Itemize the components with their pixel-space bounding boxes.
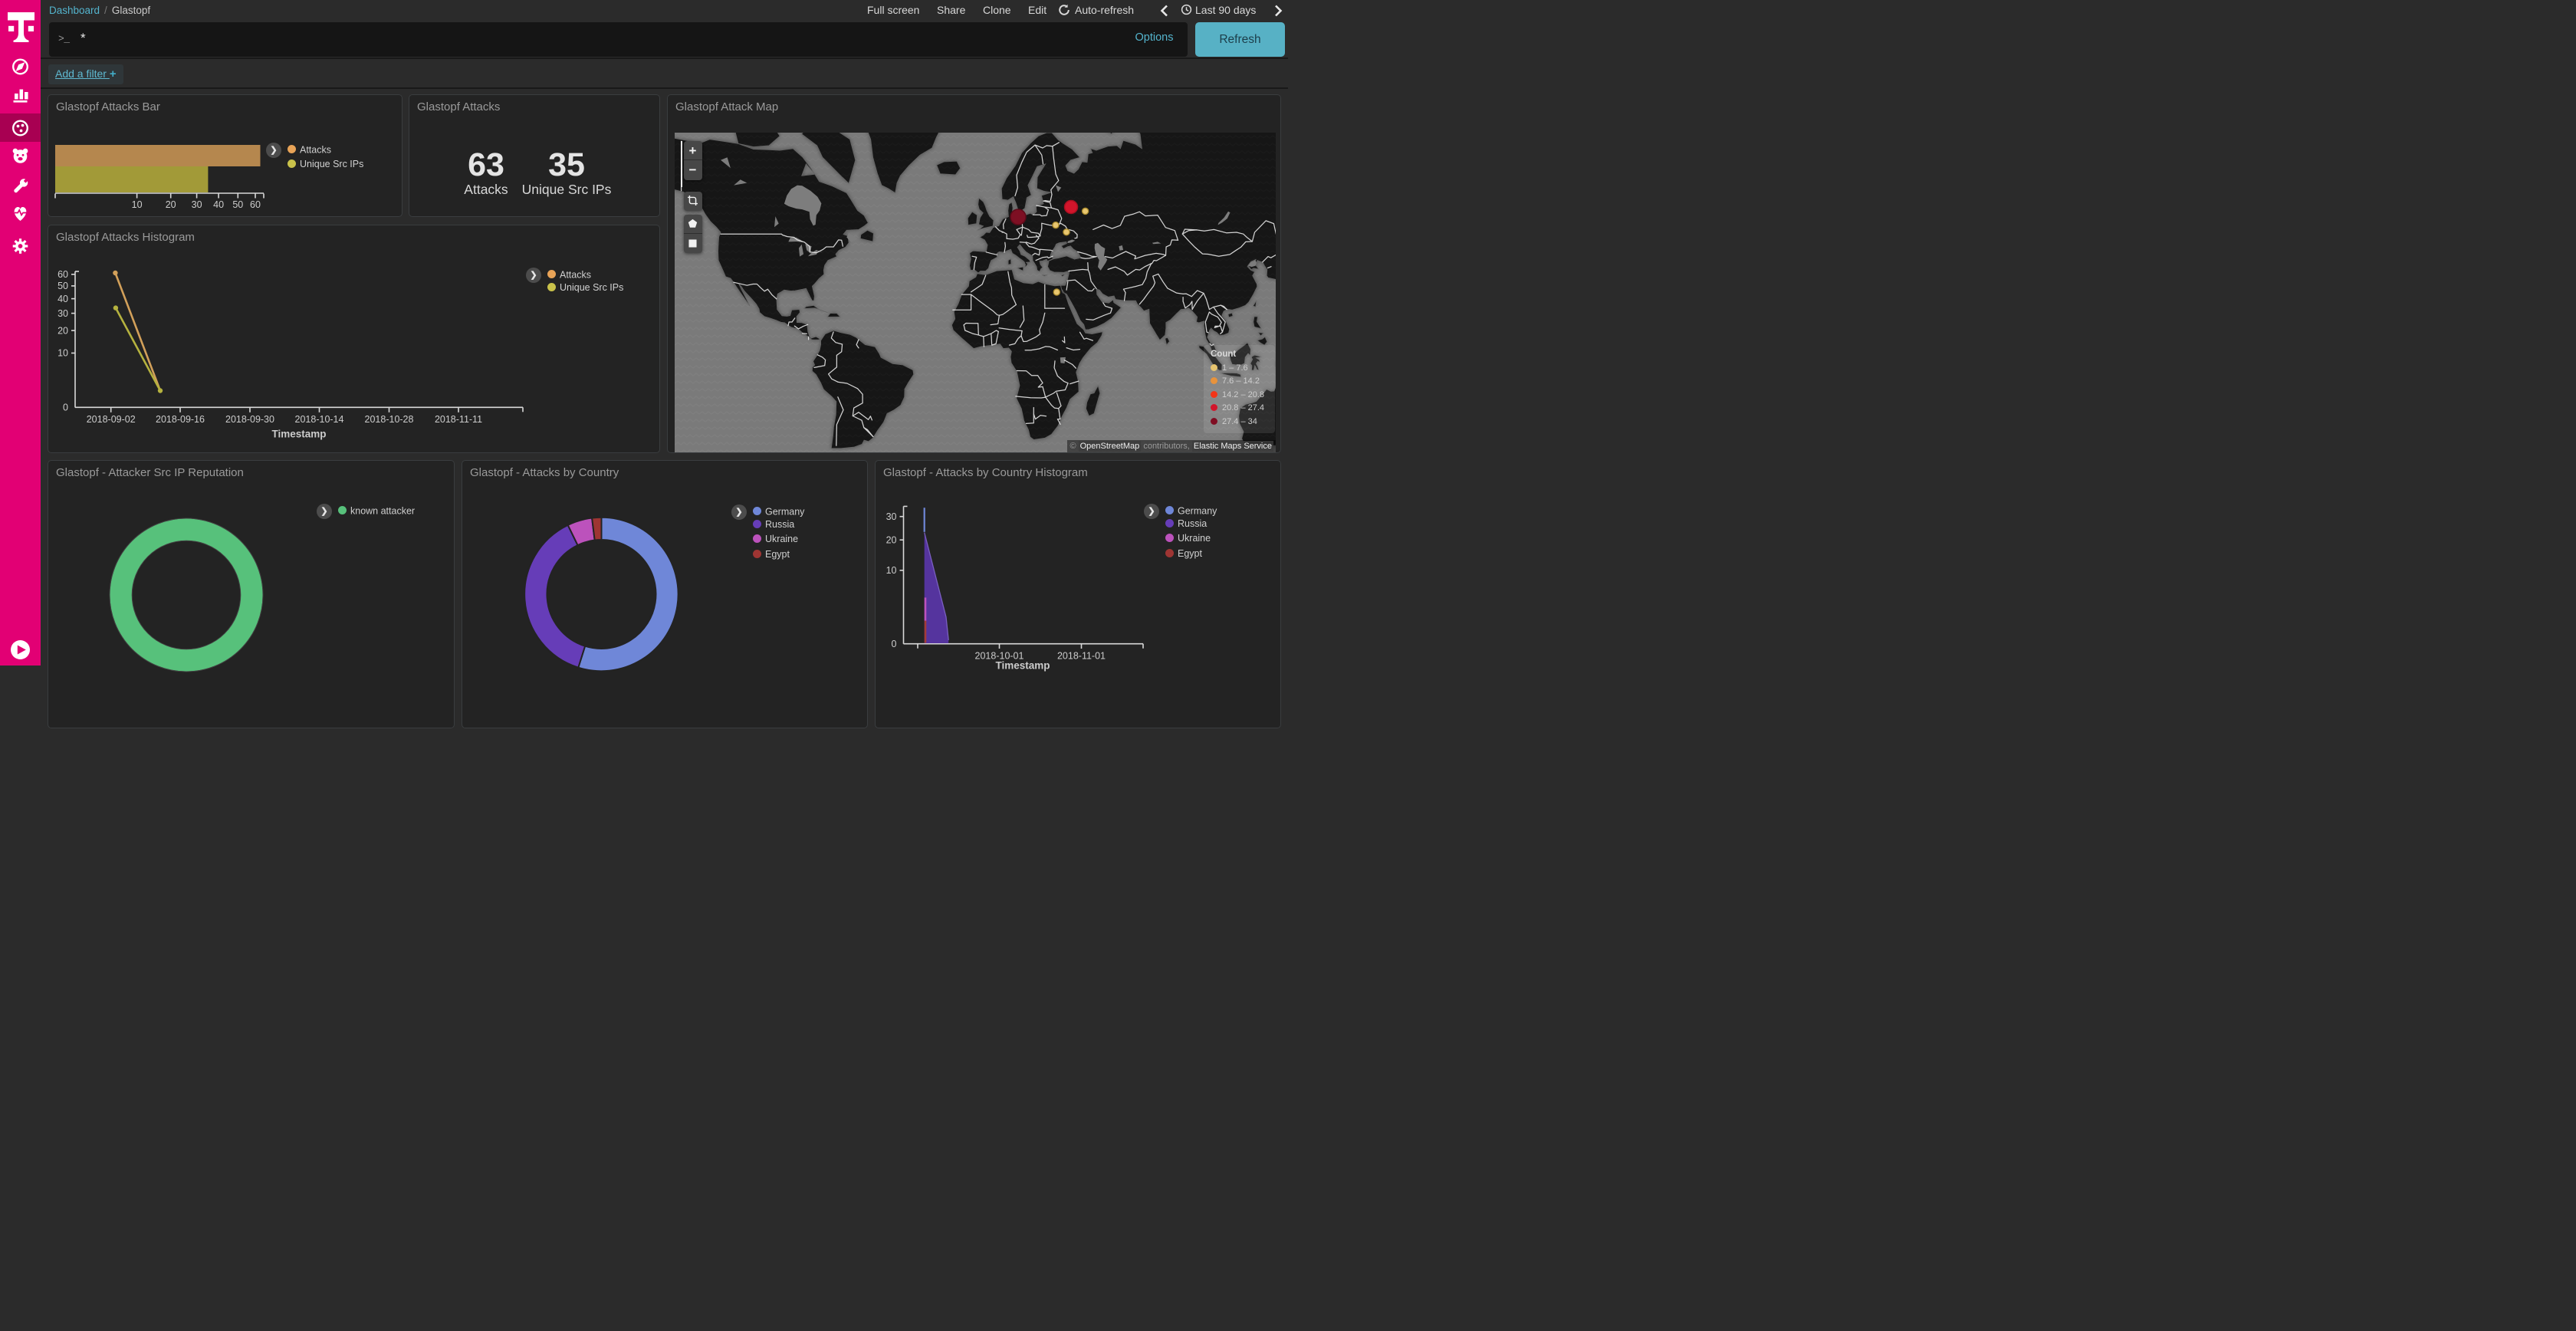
svg-text:50: 50	[232, 199, 243, 210]
svg-text:10: 10	[886, 565, 897, 576]
svg-text:2018-10-01: 2018-10-01	[975, 651, 1024, 662]
svg-text:60: 60	[58, 269, 68, 280]
svg-text:20: 20	[58, 325, 68, 336]
svg-text:2018-09-30: 2018-09-30	[225, 414, 274, 425]
svg-text:40: 40	[58, 294, 68, 304]
svg-text:Timestamp: Timestamp	[995, 660, 1050, 672]
svg-text:20: 20	[886, 534, 897, 545]
svg-text:2018-10-14: 2018-10-14	[295, 414, 344, 425]
svg-text:Timestamp: Timestamp	[271, 429, 326, 440]
svg-text:30: 30	[886, 511, 897, 522]
svg-text:0: 0	[63, 403, 68, 413]
svg-text:2018-09-02: 2018-09-02	[87, 414, 136, 425]
svg-text:2018-11-11: 2018-11-11	[435, 414, 482, 425]
svg-text:10: 10	[132, 199, 143, 210]
svg-text:30: 30	[58, 308, 68, 319]
svg-text:40: 40	[213, 199, 224, 210]
svg-text:60: 60	[250, 199, 261, 210]
svg-text:2018-11-01: 2018-11-01	[1057, 651, 1106, 662]
svg-text:2018-09-16: 2018-09-16	[156, 414, 205, 425]
svg-text:20: 20	[166, 199, 176, 210]
svg-text:0: 0	[892, 639, 897, 649]
svg-text:50: 50	[58, 281, 68, 291]
svg-text:10: 10	[58, 348, 68, 359]
svg-text:30: 30	[192, 199, 202, 210]
svg-text:2018-10-28: 2018-10-28	[365, 414, 414, 425]
